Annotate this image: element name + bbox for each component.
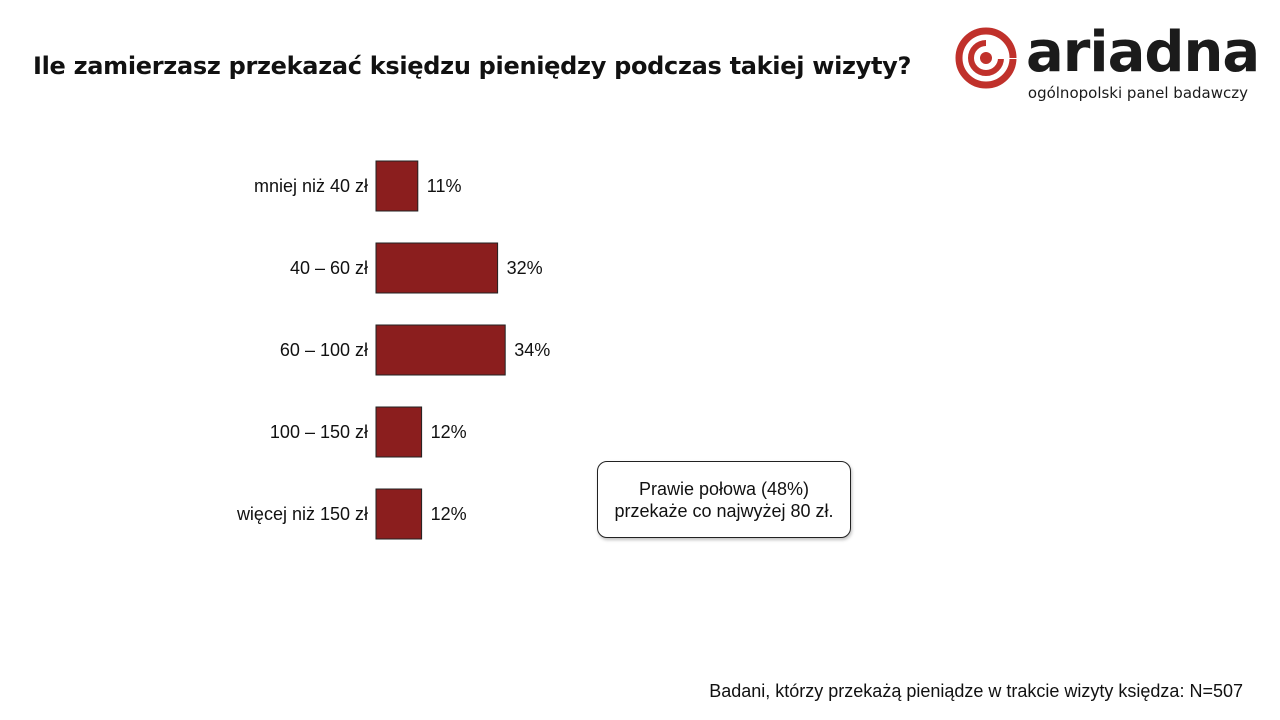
logo-wordmark: ariadna [1026, 20, 1260, 85]
logo-tagline: ogólnopolski panel badawczy [1027, 84, 1248, 102]
value-label: 34% [514, 340, 550, 360]
ariadna-logo: ariadna ogólnopolski panel badawczy [950, 20, 1260, 108]
value-label: 12% [431, 422, 467, 442]
callout-line-2: przekaże co najwyżej 80 zł. [614, 500, 834, 521]
category-label: więcej niż 150 zł [236, 504, 368, 524]
callout-line-1: Prawie połowa (48%) [638, 478, 810, 499]
bar [375, 324, 506, 376]
category-label: 60 – 100 zł [280, 340, 368, 360]
value-label: 32% [507, 258, 543, 278]
callout-box: Prawie połowa (48%) przekaże co najwyżej… [597, 461, 851, 538]
bar [375, 242, 499, 294]
bar [375, 406, 423, 458]
footnote: Badani, którzy przekażą pieniądze w trak… [709, 681, 1243, 701]
category-label: 40 – 60 zł [290, 258, 368, 278]
value-label: 11% [427, 176, 462, 196]
category-label: mniej niż 40 zł [254, 176, 368, 196]
ariadna-logo-icon [955, 26, 1018, 89]
value-label: 12% [431, 504, 467, 524]
category-label: 100 – 150 zł [270, 422, 368, 442]
bar [375, 488, 423, 540]
chart-title: Ile zamierzasz przekazać księdzu pienięd… [33, 52, 912, 80]
bar [375, 160, 419, 212]
